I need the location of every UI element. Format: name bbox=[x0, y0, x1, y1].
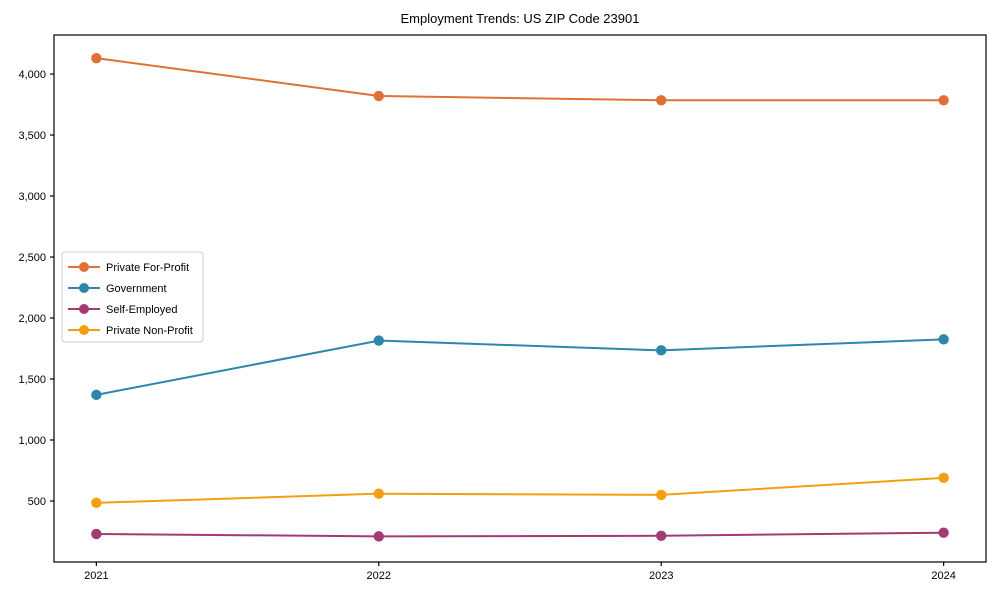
y-tick-label: 3,000 bbox=[18, 191, 46, 203]
y-tick-label: 2,000 bbox=[18, 313, 46, 325]
series-marker-private-for-profit bbox=[91, 52, 102, 64]
series-marker-government bbox=[91, 389, 102, 401]
series-marker-private-non-profit bbox=[938, 472, 949, 484]
series-marker-self-employed bbox=[91, 528, 102, 540]
series-marker-government bbox=[656, 345, 667, 356]
legend-label-private-non-profit: Private Non-Profit bbox=[106, 325, 193, 337]
series-marker-self-employed bbox=[938, 527, 949, 538]
series-line-government bbox=[95, 338, 945, 396]
series-marker-government bbox=[373, 335, 384, 346]
series-marker-self-employed bbox=[656, 530, 667, 541]
series-marker-self-employed bbox=[373, 531, 384, 542]
series-marker-private-non-profit bbox=[91, 497, 102, 509]
legend-marker-private-for-profit bbox=[79, 262, 89, 272]
y-tick-label: 1,500 bbox=[18, 374, 46, 386]
legend-box bbox=[61, 251, 204, 343]
legend-label-government: Government bbox=[106, 283, 167, 295]
series-marker-private-for-profit bbox=[938, 95, 949, 106]
y-tick-label: 500 bbox=[28, 496, 46, 508]
x-tick-label: 2024 bbox=[931, 570, 955, 582]
x-tick-label: 2022 bbox=[367, 570, 391, 582]
legend-label-self-employed: Self-Employed bbox=[106, 304, 178, 316]
legend-label-private-for-profit: Private For-Profit bbox=[106, 262, 189, 274]
plot-area: 500 1,000 1,500 2,000 2,500 3,000 3,500 4,000 20… bbox=[18, 34, 987, 582]
y-tick-label: 4,000 bbox=[18, 69, 46, 81]
series-line-private-for-profit bbox=[95, 57, 945, 102]
y-tick-label: 3,500 bbox=[18, 130, 46, 142]
x-tick-label: 2021 bbox=[84, 570, 108, 582]
series-marker-private-for-profit bbox=[373, 90, 384, 102]
x-tick-label: 2023 bbox=[649, 570, 673, 582]
legend-marker-government bbox=[79, 283, 89, 293]
series-line-private-non-profit bbox=[95, 476, 945, 504]
axes-spines bbox=[53, 34, 987, 563]
series-line-self-employed bbox=[95, 531, 945, 538]
series-marker-private-for-profit bbox=[656, 95, 667, 106]
series-marker-government bbox=[938, 334, 949, 345]
series-marker-private-non-profit bbox=[656, 489, 667, 501]
y-tick-label: 1,000 bbox=[18, 435, 46, 447]
y-tick-label: 2,500 bbox=[18, 252, 46, 264]
legend-marker-private-non-profit bbox=[79, 325, 89, 335]
chart-title: Employment Trends: US ZIP Code 23901 bbox=[401, 11, 640, 26]
series-marker-private-non-profit bbox=[373, 488, 384, 499]
legend-marker-self-employed bbox=[79, 304, 89, 314]
